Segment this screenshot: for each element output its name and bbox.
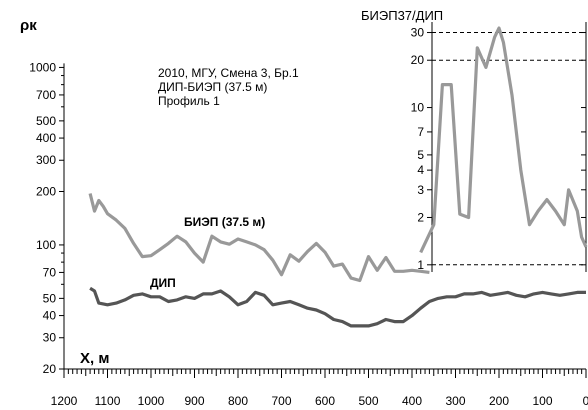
x-tick-label: 1200 [51,394,78,408]
series-line-dip [89,286,586,328]
series-label-biep: БИЭП (37.5 м) [184,215,265,229]
inset-title: БИЭП37/ДИП [361,8,443,23]
y-tick-label: 20 [43,362,57,376]
y-tick-label: 200 [36,185,56,199]
inset-y-tick-label: 2 [417,210,424,224]
series-layer [88,26,588,328]
x-tick-label: 1100 [95,394,121,408]
series-line-biep [88,193,430,283]
x-tick-label: 900 [184,394,204,408]
y-tick-label: 30 [43,331,57,345]
inset-y-tick-label: 4 [417,163,424,177]
x-tick-label: 200 [489,394,509,408]
y-tick-label: 40 [43,309,57,323]
inset-y-tick-label: 7 [417,125,424,139]
y-tick-label: 70 [43,265,57,279]
y-tick-label: 300 [36,153,56,167]
inset-y-tick-label: 20 [411,53,425,67]
y-tick-label: 100 [36,238,56,252]
x-tick-label: 400 [402,394,422,408]
inset-y-tick-label: 1 [417,258,424,272]
inset-axes: 1 2 3 45 7 10 20 30 [411,22,587,272]
y-tick-label: 1000 [29,60,56,74]
x-tick-label: 0 [583,394,588,408]
inset-y-tick-label: 3 [417,183,424,197]
y-tick-label: 400 [36,131,56,145]
inset-y-tick-label: 30 [411,26,425,40]
x-tick-label: 100 [532,394,552,408]
text-layer: ρк X, м 2010, МГУ, Смена 3, Бр.1 ДИП-БИЭ… [20,8,443,367]
x-tick-label: 600 [315,394,335,408]
y-tick-label: 500 [36,114,56,128]
annotation-line-2: ДИП-БИЭП (37.5 м) [158,80,267,94]
x-tick-label: 700 [271,394,291,408]
series-label-dip: ДИП [150,276,176,290]
x-tick-label: 1000 [138,394,165,408]
series-line-ratio [419,26,588,254]
x-tick-label: 500 [358,394,378,408]
y-axis-label: ρк [20,17,37,34]
y-tick-label: 700 [36,88,56,102]
x-tick-label: 300 [445,394,465,408]
inset-y-tick-label: 5 [417,148,424,162]
y-tick-label: 50 [43,291,57,305]
x-axis-label: X, м [80,350,109,367]
annotation-line-3: Профиль 1 [158,94,220,108]
x-tick-label: 800 [228,394,248,408]
annotation-line-1: 2010, МГУ, Смена 3, Бр.1 [158,66,299,80]
inset-y-tick-label: 10 [411,101,425,115]
